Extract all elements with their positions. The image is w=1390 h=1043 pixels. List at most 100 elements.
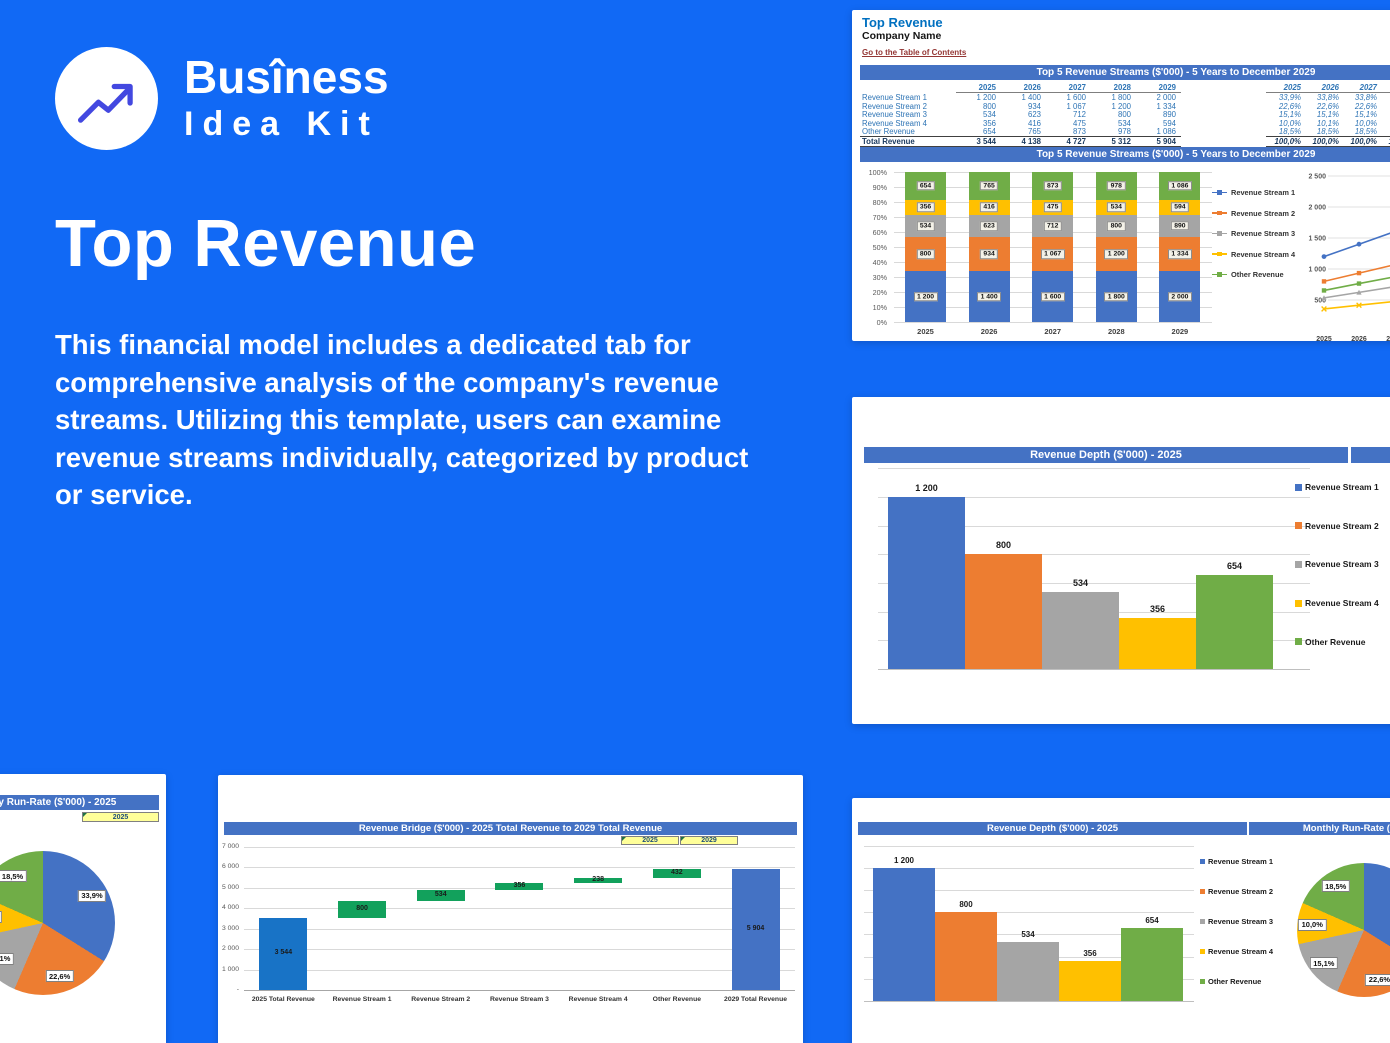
monthly-run-rate-banner: Monthly Run-Rate ($'000) - 2025 (1249, 822, 1390, 835)
legend-label: Revenue Stream 4 (1305, 598, 1379, 609)
pie-slice-label: 22,6% (1365, 973, 1390, 986)
y-tick-label: - (236, 986, 239, 993)
legend-marker (1295, 638, 1302, 646)
bar (965, 554, 1042, 669)
y-tick-label: 40% (872, 258, 887, 267)
bar-value-label: 1 400 (977, 291, 1002, 302)
y-tick-label: 30% (872, 273, 887, 282)
table-row: Other Revenue 654 765 873 978 1 086 18,5% 18,5%… (860, 127, 1390, 136)
bar-segment: 765 (968, 172, 1010, 200)
bar-value-label: 534 (1107, 202, 1126, 212)
data-point-marker (1356, 270, 1362, 276)
bar-value-label: 534 (916, 221, 935, 231)
legend-item: Revenue Stream 4 (1212, 250, 1300, 259)
table-cell: 3 544 (956, 135, 1001, 147)
bar-segment: 800 (1095, 214, 1137, 238)
table-of-contents-link[interactable]: Go to the Table of Contents (862, 48, 967, 57)
legend-item: Other Revenue (1295, 637, 1365, 647)
y-tick-label: 5 000 (221, 883, 239, 891)
end-year-selector[interactable]: 2029 (680, 836, 738, 845)
y-tick-label: 20% (872, 288, 887, 297)
bar (935, 912, 997, 1001)
bar-segment: 2 000 (1159, 271, 1201, 322)
gridline (244, 969, 795, 971)
brand: Busîness Idea Kit (55, 47, 389, 150)
legend-marker (1295, 483, 1302, 491)
stacked-bar: 1 400 934 623 416 765 (968, 172, 1010, 322)
table-cell: 2028 (1380, 83, 1390, 93)
table-cell: 356 (982, 118, 996, 128)
table-cell: 1 200 (1111, 101, 1131, 111)
table-cell: 654 (982, 127, 996, 136)
brand-logo (55, 47, 158, 150)
revenue-depth-banner-small: Revenue Depth ($'000) - 2025 (858, 822, 1247, 835)
table-cell: 100,0% (1342, 135, 1380, 147)
panel-top-revenue-worksheet: Top Revenue Company Name Go to the Table… (852, 10, 1390, 341)
y-tick-label: 2 500 (1308, 174, 1326, 181)
table-row: Revenue Stream 3 534 623 712 800 890 15,1% 15,1… (860, 110, 1390, 119)
waterfall-bar (495, 883, 544, 891)
bar-segment: 800 (905, 237, 946, 272)
y-tick-label: 7 000 (221, 843, 239, 850)
table-cell: Total Revenue (860, 135, 956, 147)
year-selector[interactable]: 2025 (82, 812, 159, 822)
legend-marker (1212, 231, 1227, 236)
table-row: Revenue Stream 4 356 416 475 534 594 10,0% 10,1… (860, 119, 1390, 128)
revenue-bridge-chart: 7 000 6 000 5 000 4 000 3 000 2 000 1 000 - 3 54… (218, 775, 803, 1043)
legend-item: Revenue Stream 1 (1200, 857, 1273, 866)
stacked-bar: 2 000 1 334 890 594 1 086 (1159, 172, 1201, 322)
bar-value-label: 1 200 (913, 291, 938, 302)
panel-monthly-run-rate: Monthly Run-Rate ($'000) - 2025 2025 33,… (0, 774, 166, 1043)
table-cell: 594 (1162, 118, 1176, 128)
legend-label: Revenue Stream 2 (1208, 887, 1274, 896)
table-cell: 22,6% (1316, 101, 1339, 111)
legend-label: Revenue Stream 4 (1231, 249, 1296, 259)
x-tick-label: 2025 Total Revenue (251, 996, 315, 1003)
gridline (878, 554, 1310, 556)
bar-segment: 978 (1095, 172, 1137, 200)
table-cell: 2027 (1046, 83, 1091, 93)
legend-marker-point (1217, 190, 1222, 195)
bar-segment: 654 (905, 172, 946, 200)
legend-marker (1295, 560, 1302, 568)
trend-arrow-icon (77, 83, 133, 123)
y-tick-label: 60% (872, 228, 887, 237)
bar-segment: 534 (905, 214, 946, 238)
bar-segment: 1 800 (1095, 271, 1137, 322)
start-year-selector[interactable]: 2025 (621, 836, 679, 845)
legend-marker-point (1217, 272, 1222, 277)
legend-marker (1212, 251, 1227, 257)
stacked-bar: 1 800 1 200 800 534 978 (1095, 172, 1137, 322)
legend-label: Other Revenue (1305, 636, 1366, 647)
gridline (244, 908, 795, 910)
run-rate-pie-chart-small: 33,9%22,6%15,1%10,0%18,5% (852, 798, 1390, 1043)
data-point-marker (1321, 279, 1327, 284)
x-tick-label: Revenue Stream 2 (411, 996, 471, 1003)
waterfall-bar (416, 890, 465, 902)
table-cell: 765 (1027, 127, 1041, 136)
y-tick-label: 80% (872, 198, 887, 207)
y-tick-label: 100% (868, 168, 887, 177)
legend-label: Other Revenue (1208, 977, 1262, 986)
legend-item: Other Revenue (1212, 270, 1300, 279)
bar-segment: 1 334 (1159, 237, 1201, 272)
waterfall-bar (259, 917, 308, 990)
table-cell: 5 312 (1091, 135, 1136, 147)
table-cell: 100,0% (1266, 135, 1304, 147)
data-point-marker (1356, 302, 1362, 309)
bar-segment: 416 (968, 199, 1010, 215)
bar-segment: 1 400 (968, 271, 1010, 322)
bar-value-label: 3 544 (274, 949, 293, 957)
bar-value-label: 1 086 (1167, 181, 1192, 191)
bar (997, 941, 1059, 1001)
legend-marker (1295, 522, 1302, 530)
bar-segment: 594 (1159, 199, 1201, 215)
bar-value-label: 654 (1226, 561, 1243, 572)
table-cell: Other Revenue (862, 127, 915, 136)
gridline (864, 867, 1194, 869)
table-cell: 2028 (1091, 83, 1136, 93)
table-cell: 1 600 (1066, 93, 1086, 102)
legend-item: Revenue Stream 3 (1295, 559, 1379, 569)
gridline (894, 322, 1212, 323)
table-cell: 873 (1072, 127, 1086, 136)
